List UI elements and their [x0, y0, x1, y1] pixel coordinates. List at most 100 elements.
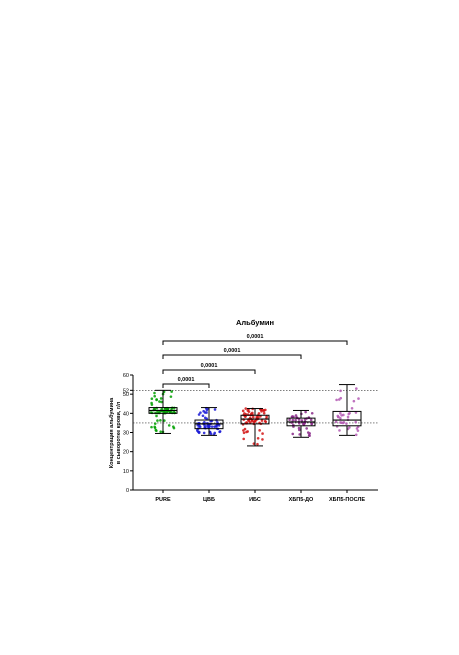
data-point: [345, 422, 348, 425]
y-tick-label: 50: [123, 392, 129, 398]
data-point: [198, 424, 201, 428]
data-point: [202, 431, 206, 435]
data-point: [339, 389, 342, 393]
p-value-label: 0,0001: [178, 377, 195, 383]
data-point: [201, 414, 205, 418]
y-tick-label: 40: [123, 411, 129, 417]
data-point: [153, 394, 156, 398]
data-point: [169, 395, 173, 398]
data-point: [352, 399, 356, 403]
data-point: [155, 398, 158, 401]
y-tick-label-extra: 52: [123, 388, 129, 394]
data-point: [153, 422, 157, 425]
data-point: [197, 413, 201, 416]
data-point: [336, 414, 340, 418]
data-point: [356, 429, 360, 432]
data-point: [158, 400, 161, 403]
data-point: [242, 429, 245, 432]
data-point: [249, 412, 253, 416]
data-point: [159, 397, 163, 400]
data-point: [150, 425, 153, 429]
data-point: [307, 433, 311, 437]
data-point: [297, 418, 301, 421]
data-point: [247, 410, 251, 413]
y-axis-label-line1: Концентрация альбумина: [108, 397, 115, 468]
data-point: [334, 420, 338, 424]
data-point: [257, 412, 261, 415]
x-tick-label: ХБП5-ПОСЛЕ: [329, 497, 365, 503]
data-point: [160, 400, 163, 404]
data-point: [291, 432, 295, 436]
data-point: [153, 425, 156, 429]
p-value-label: 0,0001: [224, 348, 241, 354]
p-value-label: 0,0001: [201, 363, 218, 369]
data-point: [170, 390, 173, 393]
data-point: [203, 411, 207, 414]
data-point: [310, 411, 314, 415]
data-point: [159, 430, 162, 434]
y-axis-label-line2: в сыворотке крови, г/л: [116, 401, 122, 464]
data-point: [304, 410, 307, 414]
data-point: [207, 425, 211, 428]
data-point: [246, 430, 249, 433]
data-point: [199, 411, 202, 414]
data-point: [341, 421, 345, 425]
significance-bracket: [162, 340, 348, 345]
data-point: [335, 398, 338, 402]
data-point: [159, 419, 162, 422]
x-tick-label: ХБП5-ДО: [289, 497, 314, 503]
data-point: [253, 420, 257, 423]
data-point: [150, 403, 154, 406]
data-point: [242, 431, 246, 435]
data-point: [350, 406, 354, 410]
data-point: [172, 425, 175, 428]
data-point: [261, 438, 264, 441]
data-point: [262, 411, 266, 415]
data-point: [337, 398, 341, 401]
data-point: [303, 422, 306, 425]
data-point: [348, 426, 351, 429]
data-point: [247, 419, 251, 423]
data-point: [155, 414, 158, 418]
data-point: [203, 426, 207, 429]
data-point: [243, 415, 247, 418]
data-point: [347, 412, 351, 416]
x-tick-label: ЦВБ: [203, 497, 215, 503]
y-tick-label: 20: [123, 450, 129, 456]
data-point: [213, 408, 217, 411]
x-tick-label: PURE: [155, 497, 171, 503]
y-tick-label: 0: [126, 488, 129, 494]
data-point: [256, 437, 260, 440]
data-point: [297, 426, 301, 430]
data-point: [310, 422, 314, 425]
data-point: [154, 428, 158, 432]
significance-bracket: [162, 369, 256, 374]
data-point: [256, 442, 259, 446]
data-point: [197, 430, 201, 434]
data-point: [152, 407, 156, 411]
data-point: [260, 408, 264, 412]
data-point: [150, 397, 154, 401]
y-tick-label: 30: [123, 431, 129, 437]
data-point: [298, 433, 301, 436]
data-point: [355, 387, 358, 390]
y-tick-label: 60: [123, 373, 129, 379]
data-point: [263, 419, 267, 423]
data-point: [260, 419, 264, 422]
data-point: [261, 432, 264, 435]
data-point: [346, 415, 350, 419]
box: [332, 410, 362, 427]
data-point: [294, 414, 298, 417]
data-point: [242, 437, 245, 441]
data-point: [288, 418, 291, 422]
y-tick-label: 10: [123, 469, 129, 475]
data-point: [210, 425, 214, 428]
chart-title: Альбумин: [236, 318, 274, 327]
data-point: [258, 429, 261, 432]
data-point: [339, 416, 342, 420]
data-point: [218, 430, 221, 434]
data-point: [294, 418, 297, 422]
data-point: [291, 418, 295, 422]
